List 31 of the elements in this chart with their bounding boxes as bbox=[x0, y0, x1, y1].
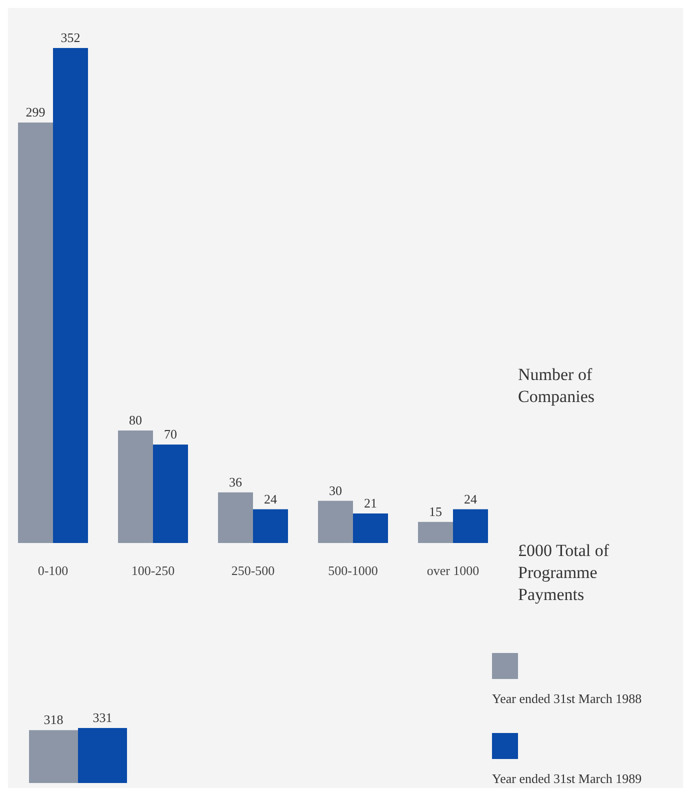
legend-label: Year ended 31st March 1988 bbox=[492, 691, 642, 706]
data-label: 21 bbox=[364, 495, 377, 510]
data-label: 70 bbox=[164, 426, 177, 442]
bar bbox=[318, 500, 353, 543]
y-axis-title: Number of Companies bbox=[518, 365, 594, 406]
x-tick-label: 500-1000 bbox=[328, 563, 378, 578]
data-label: 36 bbox=[229, 474, 242, 490]
data-label: 24 bbox=[464, 491, 478, 506]
bar bbox=[153, 444, 188, 543]
bar bbox=[118, 430, 153, 543]
data-label: 24 bbox=[264, 491, 278, 506]
legend-label: Year ended 31st March 1989 bbox=[492, 771, 642, 786]
bar bbox=[218, 492, 253, 543]
data-label: 299 bbox=[26, 104, 46, 120]
bar bbox=[18, 122, 53, 543]
x-tick-label: over 1000 bbox=[426, 563, 480, 578]
data-label: 318 bbox=[44, 712, 64, 728]
bar bbox=[453, 509, 488, 543]
bar bbox=[353, 513, 388, 543]
bar bbox=[418, 522, 453, 543]
data-label: 80 bbox=[129, 412, 142, 428]
x-tick-label: 100-250 bbox=[131, 563, 175, 578]
data-label: 15 bbox=[429, 504, 442, 519]
bar bbox=[53, 48, 88, 543]
bar bbox=[253, 509, 288, 543]
x-axis-title: £000 Total of Programme Payments bbox=[518, 541, 610, 604]
data-label: 331 bbox=[92, 710, 112, 725]
x-tick-label: 0-100 bbox=[38, 563, 68, 578]
data-label: 352 bbox=[60, 30, 80, 45]
data-label: 30 bbox=[329, 482, 342, 498]
x-tick-label: 250-500 bbox=[231, 563, 275, 578]
